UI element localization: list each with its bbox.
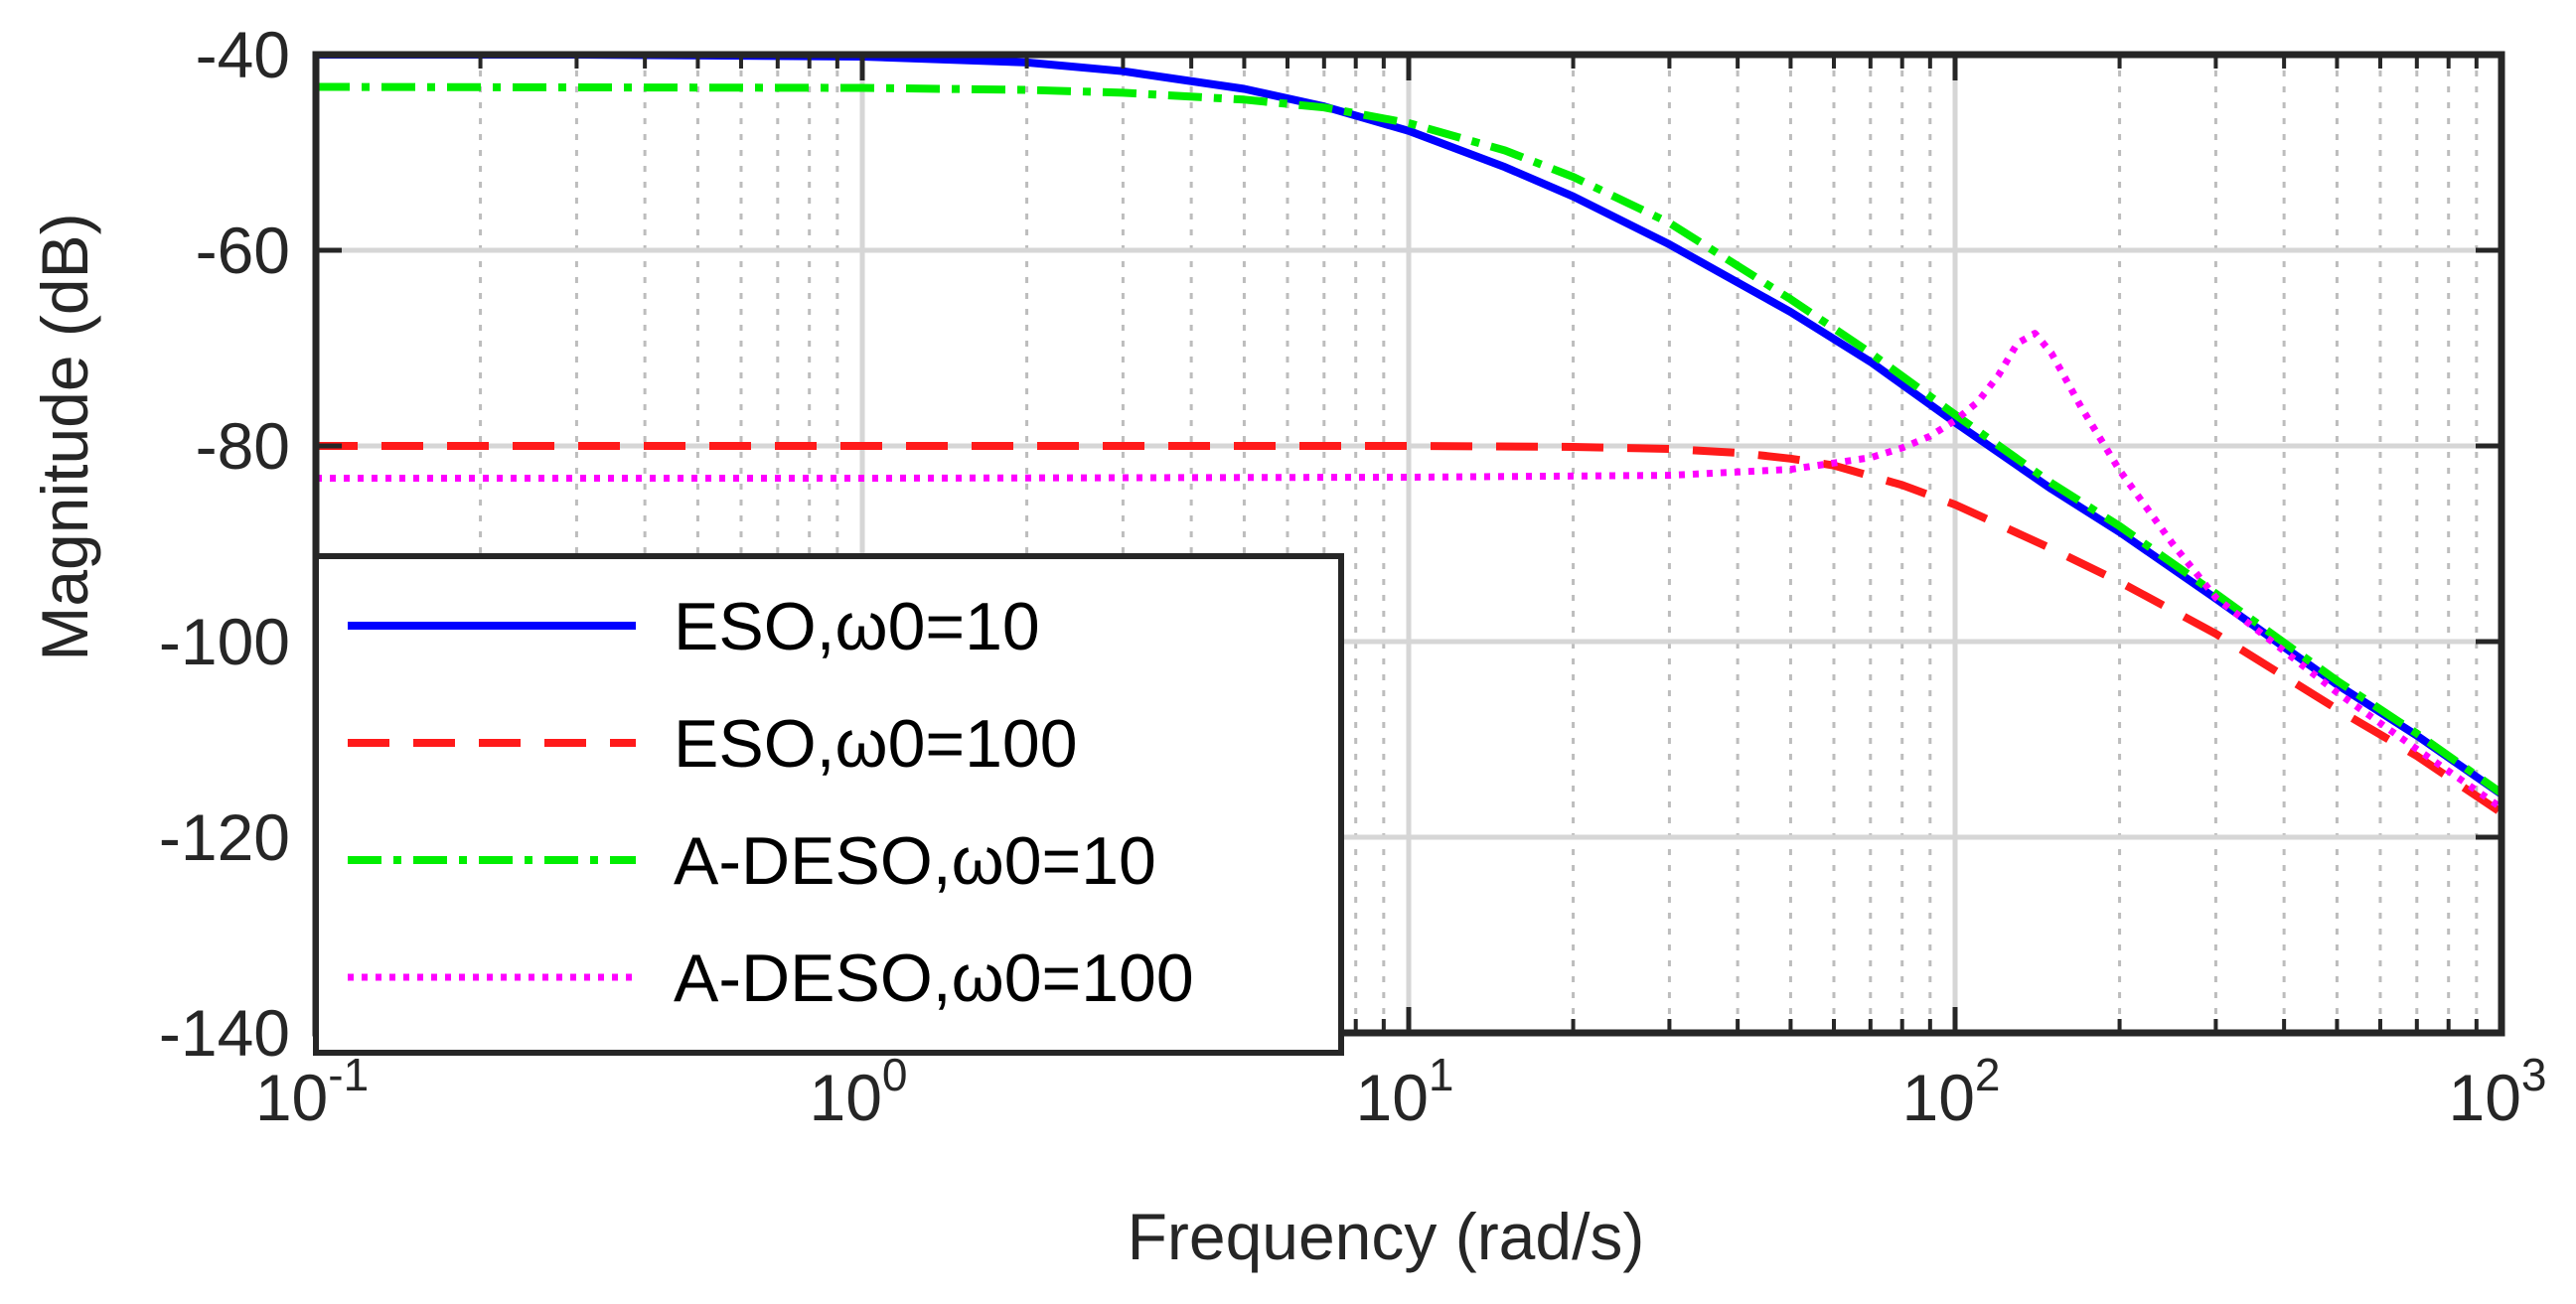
series-line-0 (316, 55, 2501, 797)
x-tick-label-exponent: 2 (1975, 1049, 2001, 1100)
x-tick-label-exponent: -1 (328, 1049, 369, 1100)
y-tick-label: -40 (196, 18, 290, 91)
legend-entry-adeso-10: A-DESO,ω0=10 (348, 823, 1156, 899)
legend-label-adeso-100: A-DESO,ω0=100 (674, 941, 1194, 1016)
y-tick-label: -140 (159, 996, 290, 1070)
legend-label-adeso-10: A-DESO,ω0=10 (674, 823, 1156, 899)
legend-label-eso-100: ESO,ω0=100 (674, 706, 1078, 782)
x-tick-label-base: 10 (809, 1061, 881, 1134)
x-tick-label-base: 10 (1901, 1061, 1974, 1134)
legend: ESO,ω0=10 ESO,ω0=100 A-DESO,ω0=10 A-DESO… (313, 553, 1344, 1056)
series-line-3 (316, 330, 2501, 811)
legend-label-eso-10: ESO,ω0=10 (674, 589, 1040, 664)
x-axis-label: Frequency (rad/s) (1128, 1200, 1645, 1273)
x-tick-label: 10-1 (255, 1049, 369, 1134)
y-axis-label: Magnitude (dB) (28, 213, 101, 660)
legend-entry-adeso-100: A-DESO,ω0=100 (348, 941, 1194, 1016)
legend-entry-eso-100: ESO,ω0=100 (348, 706, 1078, 782)
x-tick-label-base: 10 (2448, 1061, 2520, 1134)
legend-entry-eso-10: ESO,ω0=10 (348, 589, 1040, 664)
series-layer (316, 55, 2501, 816)
legend-box (313, 553, 1344, 1056)
x-tick-label-base: 10 (1355, 1061, 1428, 1134)
x-tick-label-exponent: 0 (882, 1049, 908, 1100)
axis-tick-labels: 10-1 100 101 102 103-40-60-80-100-120-140 (159, 18, 2547, 1134)
x-tick-label-base: 10 (255, 1061, 328, 1134)
y-tick-label: -120 (159, 800, 290, 874)
y-tick-label: -60 (196, 214, 290, 287)
x-tick-label: 101 (1355, 1049, 1453, 1134)
y-tick-label: -100 (159, 605, 290, 678)
x-tick-label: 100 (809, 1049, 907, 1134)
x-tick-label: 102 (1901, 1049, 2000, 1134)
y-tick-label: -80 (196, 409, 290, 483)
x-tick-label: 103 (2448, 1049, 2546, 1134)
x-tick-label-exponent: 3 (2521, 1049, 2547, 1100)
x-tick-label-exponent: 1 (1429, 1049, 1454, 1100)
